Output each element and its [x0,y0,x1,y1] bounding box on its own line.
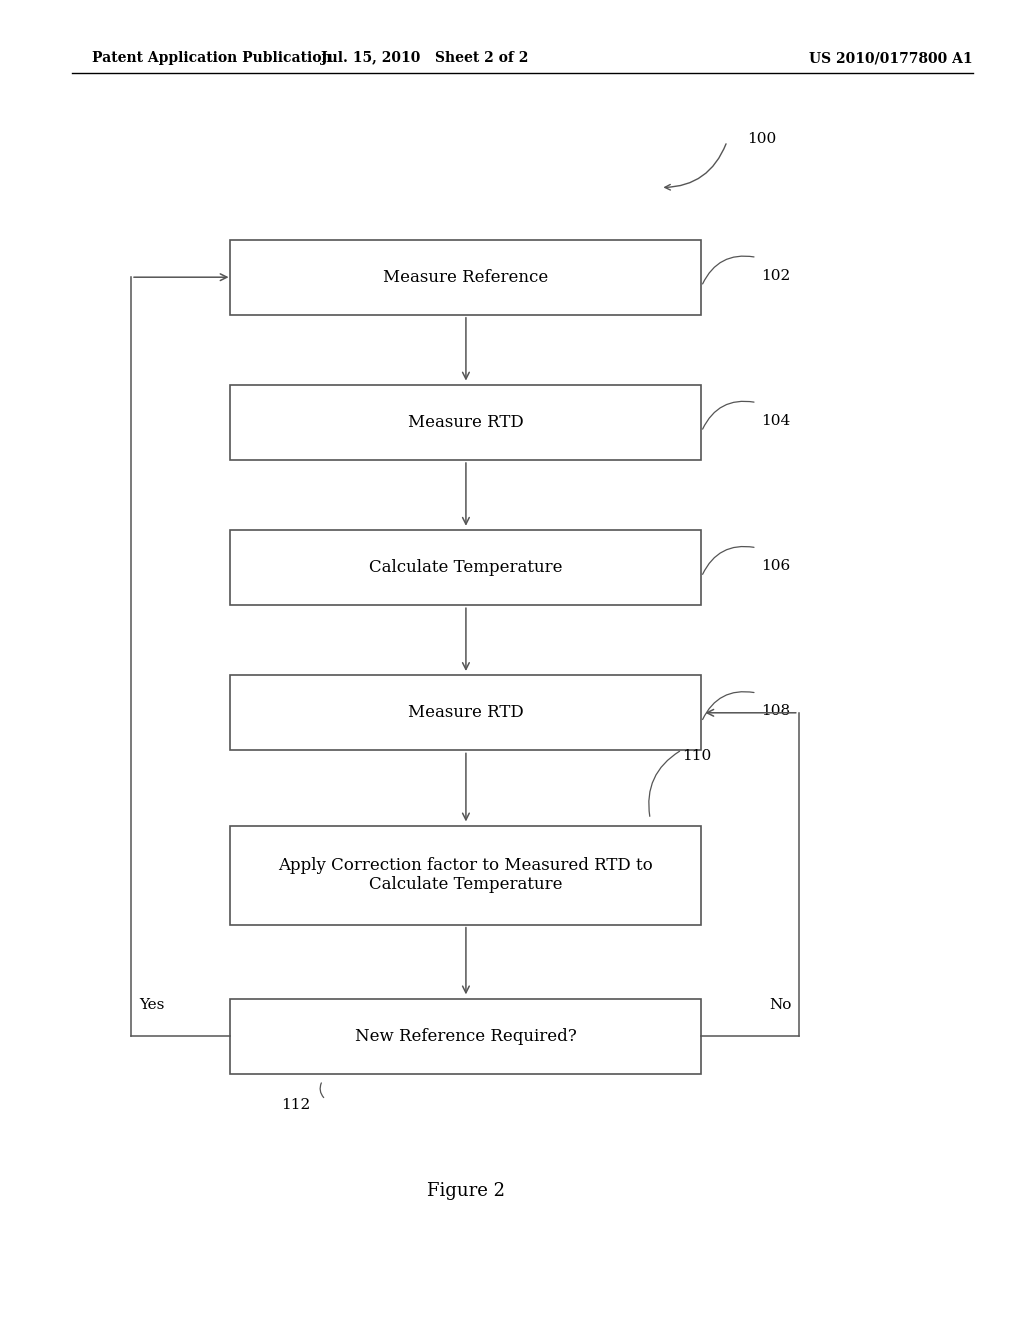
Text: New Reference Required?: New Reference Required? [355,1028,577,1044]
Bar [230,675,701,750]
Text: 110: 110 [682,750,712,763]
Text: 104: 104 [761,414,791,428]
Text: 106: 106 [761,560,791,573]
Bar [230,826,701,924]
Text: Apply Correction factor to Measured RTD to
Calculate Temperature: Apply Correction factor to Measured RTD … [279,857,653,894]
Text: Measure RTD: Measure RTD [408,414,524,430]
Bar [230,384,701,459]
Text: Yes: Yes [139,998,164,1012]
Text: 100: 100 [748,132,777,145]
Text: No: No [769,998,792,1012]
Text: 108: 108 [761,705,790,718]
Text: Jul. 15, 2010   Sheet 2 of 2: Jul. 15, 2010 Sheet 2 of 2 [322,51,528,65]
Text: Measure Reference: Measure Reference [383,269,549,285]
Text: US 2010/0177800 A1: US 2010/0177800 A1 [809,51,973,65]
Bar [230,240,701,314]
Bar [230,998,701,1074]
Bar [230,529,701,605]
Text: Measure RTD: Measure RTD [408,705,524,721]
Text: Calculate Temperature: Calculate Temperature [370,560,562,576]
Text: 102: 102 [761,269,791,282]
Text: Patent Application Publication: Patent Application Publication [92,51,332,65]
Text: 112: 112 [282,1098,311,1111]
Text: Figure 2: Figure 2 [427,1181,505,1200]
